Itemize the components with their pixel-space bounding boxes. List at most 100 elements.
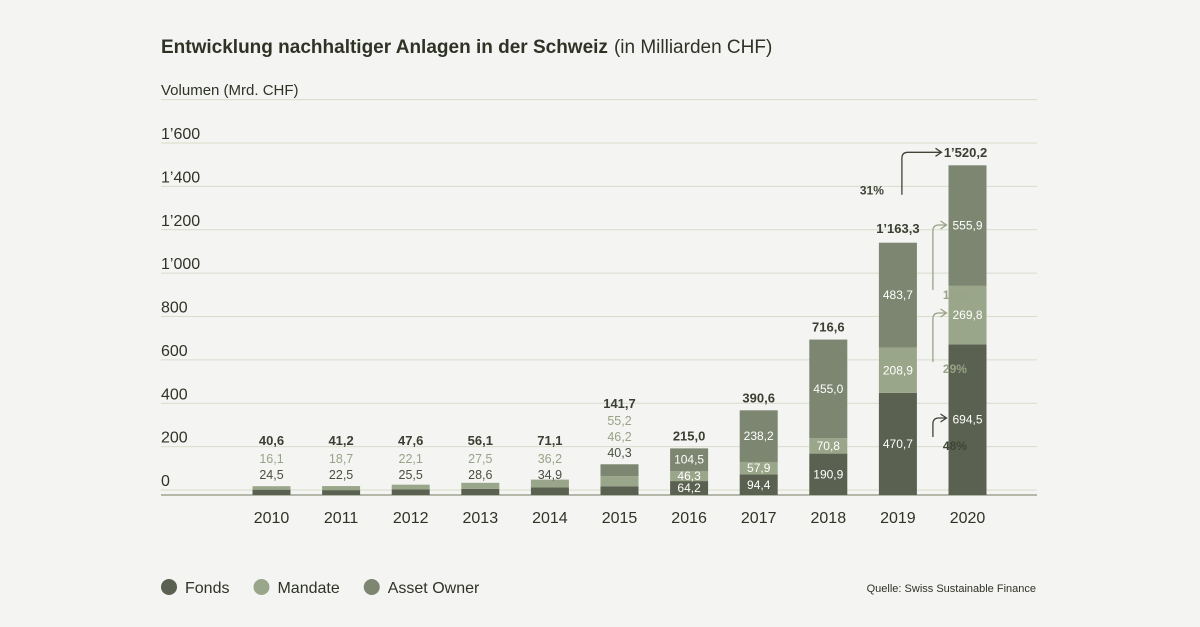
bar-segment-mandate [461,482,500,489]
label-mandate: 16,1 [259,452,283,466]
total-label: 47,6 [398,433,423,448]
bar-segment-asset-owner [739,410,778,462]
bar-segment-mandate [600,476,639,487]
x-tick-label: 2019 [880,510,916,527]
label-fonds: 470,7 [883,437,913,451]
bar-segment-asset-owner [878,242,917,348]
y-axis-ticks: 0 200 400 600 800 1’000 1’200 1’400 1’600 [161,126,200,490]
source-note: Quelle: Swiss Sustainable Finance [867,583,1036,595]
y-tick-label: 200 [161,430,188,447]
bar-segment-mandate [948,285,987,345]
bar-segment-fonds [322,490,361,495]
bar-segment-mandate [322,486,361,491]
label-asset-owner: 238,2 [744,429,774,443]
bar-segment-fonds [600,486,639,495]
bar-segment-fonds [530,487,569,495]
legend-label: Asset Owner [388,580,480,597]
growth-arrowhead [940,220,948,230]
label-mandate: 46,2 [607,430,631,444]
bar-segment-asset-owner [809,339,848,439]
label-fonds: 34,9 [538,468,562,482]
bar-segment-asset-owner [600,464,639,477]
bars [252,165,987,495]
bar-segment-mandate [739,461,778,475]
x-tick-label: 2012 [393,510,429,527]
label-fonds: 24,5 [259,468,283,482]
total-label: 1’520,2 [944,145,987,160]
growth-arrow [932,224,947,290]
label-asset-owner: 555,9 [952,219,982,233]
x-tick-label: 2016 [671,510,707,527]
gridlines [161,99,1037,496]
bar-segment-fonds [461,488,500,495]
label-asset-owner: 455,0 [813,382,843,396]
y-tick-label: 1’600 [161,126,200,143]
chart-title-line: Entwicklung nachhaltiger Anlagen in der … [161,37,772,58]
label-mandate: 208,9 [883,363,913,377]
legend: Fonds Mandate Asset Owner [161,579,480,597]
legend-label: Fonds [185,580,229,597]
bar-segment-mandate [391,484,430,490]
growth-label: 29% [943,362,967,376]
y-tick-label: 400 [161,386,188,403]
bar-segment-fonds [739,474,778,495]
total-label: 41,2 [328,433,353,448]
bar-segment-fonds [670,481,709,495]
growth-arrowhead [940,413,948,423]
total-label: 390,6 [742,390,775,405]
label-fonds: 94,4 [747,478,771,492]
growth-arrow [932,312,947,362]
growth-label: 31% [860,184,884,198]
growth-arrows: 31% 15% 29% 48% [860,147,967,453]
total-label: 716,6 [812,320,845,335]
x-tick-label: 2015 [602,510,638,527]
x-tick-label: 2011 [324,510,359,527]
legend-swatch [363,579,380,595]
label-mandate: 70,8 [817,439,841,453]
legend-swatch [161,579,177,595]
bar-segment-mandate [530,479,569,488]
bar-segment-fonds [809,453,848,495]
label-fonds: 28,6 [468,468,492,482]
bar-segment-mandate [878,347,917,393]
total-label: 141,7 [603,396,636,411]
total-label: 40,6 [259,433,284,448]
bar-segment-mandate [809,438,848,454]
label-asset-owner: 483,7 [883,288,913,302]
total-label: 1’163,3 [876,221,919,236]
chart-subtitle: (in Milliarden CHF) [614,37,772,58]
growth-arrowhead [940,308,948,318]
growth-label: 15% [943,288,967,302]
label-asset-owner: 55,2 [607,414,631,428]
growth-arrowhead [935,147,943,157]
label-mandate: 46,3 [677,469,701,483]
legend-label: Mandate [277,580,339,597]
x-tick-label: 2014 [532,510,568,527]
x-tick-label: 2013 [463,510,499,527]
label-fonds: 190,9 [813,467,843,481]
label-mandate: 27,5 [468,452,492,466]
y-tick-label: 1’400 [161,169,200,186]
y-tick-label: 1’000 [161,256,200,273]
total-label: 56,1 [468,433,493,448]
label-mandate: 36,2 [538,452,562,466]
label-fonds: 25,5 [399,468,423,482]
label-fonds: 22,5 [329,468,353,482]
growth-label: 48% [943,439,967,453]
growth-arrow [932,417,947,437]
growth-arrow [901,151,942,195]
label-mandate: 22,1 [399,452,423,466]
label-asset-owner: 104,5 [674,453,704,467]
label-mandate: 57,9 [747,461,771,475]
label-fonds: 64,2 [677,481,701,495]
y-tick-label: 0 [161,473,170,490]
x-tick-label: 2017 [741,510,777,527]
legend-swatch [253,579,270,595]
bar-segment-fonds [252,489,291,495]
x-tick-label: 2010 [254,510,290,527]
label-fonds: 694,5 [952,413,982,427]
bar-segment-fonds [391,489,430,495]
bar-segment-asset-owner [670,448,709,472]
y-tick-label: 800 [161,300,188,317]
